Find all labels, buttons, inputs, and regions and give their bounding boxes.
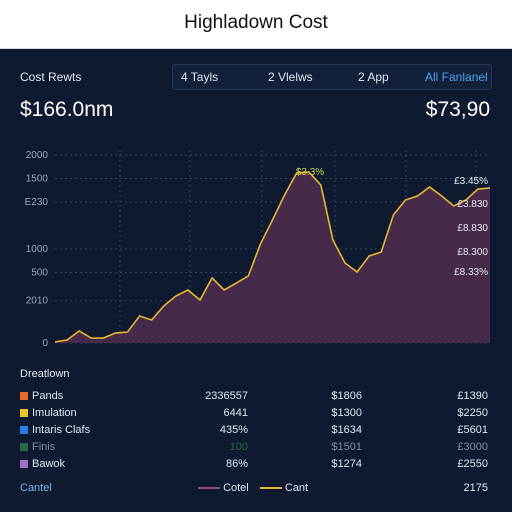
color-swatch <box>20 409 28 417</box>
table-row: Pands 2336557 $1806 £1390 <box>20 388 490 404</box>
table-row: Bawok 86% $1274 £2550 <box>20 456 490 472</box>
annotation: $3.3% <box>296 167 324 178</box>
table-cell: $1274 <box>331 458 362 470</box>
table-cell: $1806 <box>331 390 362 402</box>
table-cell: 100 <box>229 441 248 453</box>
y-tick-label: 1500 <box>26 174 49 185</box>
table-title: Dreatlown <box>20 368 70 380</box>
title: Highladown Cost <box>184 12 328 33</box>
table-row: Imulation 6441 $1300 $2250 <box>20 405 490 421</box>
table-row: Intaris Clafs 435% $1634 £5601 <box>20 422 490 438</box>
table-cell: £5601 <box>457 424 488 436</box>
table-cell: 2336557 <box>205 390 248 402</box>
annotation: £8.300 <box>457 247 488 258</box>
y-tick-label: 0 <box>42 338 48 349</box>
y-tick-label: 2010 <box>26 296 49 307</box>
legend-swatch <box>198 487 220 490</box>
line <box>54 171 491 343</box>
table-cell: 6441 <box>223 407 248 419</box>
color-swatch <box>20 460 28 468</box>
tab-bar: 4 Tayls 2 Vlelws 2 App All Fanlanel <box>172 64 492 90</box>
table-cell: Intaris Clafs <box>32 424 91 436</box>
annotation: £8.33% <box>454 267 488 278</box>
color-swatch <box>20 443 28 451</box>
summary-left: $166.0nm <box>20 98 114 121</box>
legend-label: Cotel <box>223 482 249 494</box>
color-swatch <box>20 392 28 400</box>
annotation: £3.45% <box>454 176 488 187</box>
legend-label: Cant <box>284 482 309 494</box>
table-cell: £1390 <box>457 390 488 402</box>
table-cell: $1634 <box>331 424 362 436</box>
table-cell: $1300 <box>331 407 362 419</box>
table-cell: 435% <box>219 424 248 436</box>
tab[interactable]: 2 Vlelws <box>268 70 313 84</box>
legend-swatch <box>259 487 282 490</box>
summary-right: $73,90 <box>425 98 490 121</box>
table-cell: Pands <box>32 390 64 402</box>
color-swatch <box>20 426 28 434</box>
table-cell: $1501 <box>331 441 362 453</box>
table-cell: Bawok <box>32 458 66 470</box>
toolbar-label: Cost Rewts <box>20 70 82 84</box>
footer-left[interactable]: Cantel <box>20 482 52 494</box>
footer-right: 2175 <box>463 482 488 494</box>
y-tick-label: E230 <box>25 197 49 208</box>
y-tick-label: 500 <box>31 268 48 279</box>
y-tick-label: 1000 <box>26 244 49 255</box>
tab[interactable]: All Fanlanel <box>425 70 488 84</box>
table-cell: $2250 <box>457 407 488 419</box>
table-cell: Imulation <box>32 407 77 419</box>
header: Highladown Cost <box>0 0 512 49</box>
annotation: £3.830 <box>457 199 488 210</box>
table-cell: Finis <box>32 441 56 453</box>
annotation: £8.830 <box>457 223 488 234</box>
tab[interactable]: 2 App <box>358 70 389 84</box>
y-tick-label: 2000 <box>26 150 49 161</box>
table-cell: £2550 <box>457 458 488 470</box>
tab[interactable]: 4 Tayls <box>181 70 219 84</box>
table-cell: 86% <box>225 458 248 470</box>
area <box>55 172 490 343</box>
table-cell: £3000 <box>457 441 488 453</box>
legend: Cotel Cant <box>198 482 308 494</box>
table-row: Finis 100 $1501 £3000 <box>20 439 490 455</box>
